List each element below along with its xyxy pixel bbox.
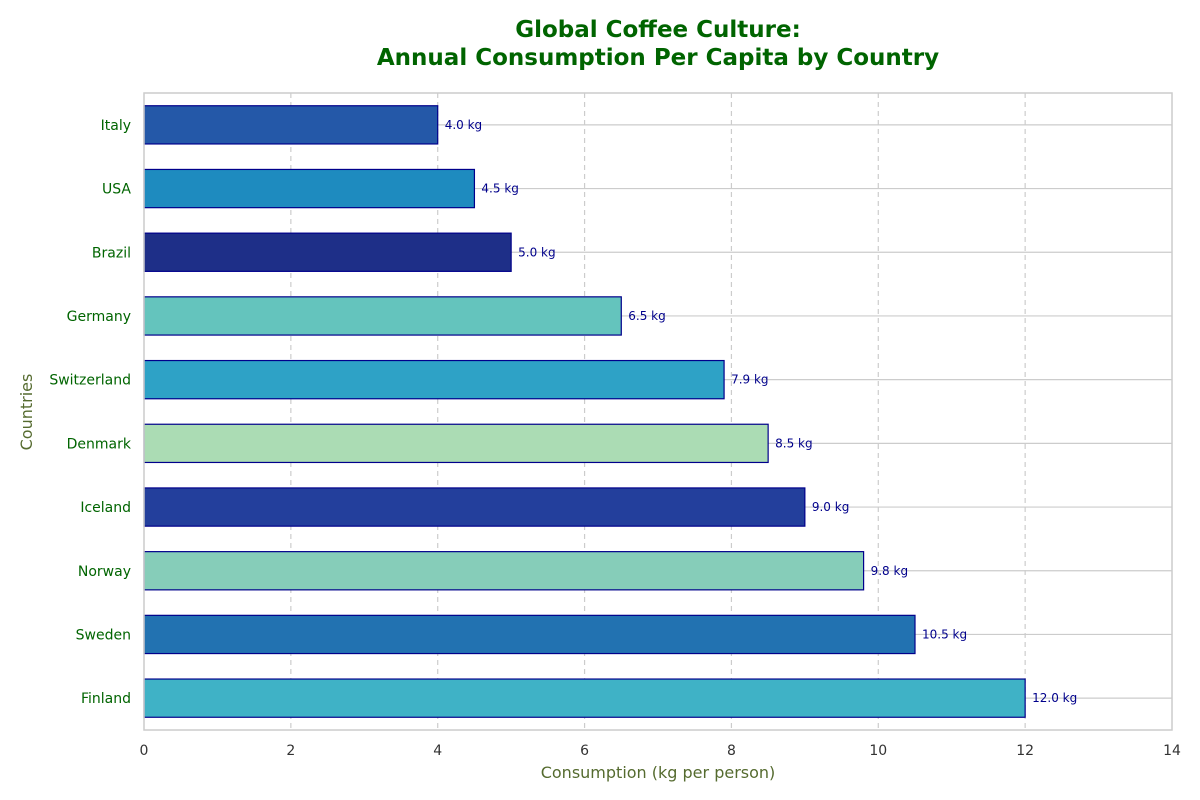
bar-germany bbox=[143, 296, 622, 336]
data-label: 4.5 kg bbox=[481, 182, 518, 196]
bar-brazil bbox=[143, 232, 512, 272]
y-tick-label: Norway bbox=[78, 564, 131, 580]
x-tick-label: 14 bbox=[1163, 743, 1181, 759]
bar-italy bbox=[143, 105, 439, 145]
x-axis-label: Consumption (kg per person) bbox=[541, 763, 776, 782]
data-label: 12.0 kg bbox=[1032, 691, 1077, 705]
bar-norway bbox=[143, 551, 865, 591]
bar-iceland bbox=[143, 487, 806, 527]
y-tick-label: Denmark bbox=[67, 436, 132, 452]
x-tick-label: 8 bbox=[727, 743, 736, 759]
bar-switzerland bbox=[143, 359, 725, 400]
data-label: 5.0 kg bbox=[518, 245, 555, 259]
x-tick-label: 0 bbox=[140, 743, 149, 759]
data-label: 4.0 kg bbox=[445, 118, 482, 132]
y-tick-label: Iceland bbox=[80, 500, 131, 516]
x-tick-label: 12 bbox=[1016, 743, 1034, 759]
x-tick-label: 2 bbox=[286, 743, 295, 759]
x-tick-label: 4 bbox=[433, 743, 442, 759]
data-label: 9.8 kg bbox=[871, 564, 908, 578]
y-tick-label: Sweden bbox=[76, 627, 131, 643]
y-tick-label: USA bbox=[102, 182, 131, 198]
y-tick-label: Switzerland bbox=[49, 373, 131, 389]
bar-finland bbox=[143, 678, 1026, 718]
y-tick-label: Italy bbox=[101, 118, 131, 134]
data-label: 9.0 kg bbox=[812, 500, 849, 514]
data-label: 6.5 kg bbox=[628, 309, 665, 323]
plot-area: 4.0 kg 4.5 kg 5.0 kg 6.5 kg 7.9 kg 8.5 kg 9.0 … bbox=[49, 92, 1181, 759]
data-label: 8.5 kg bbox=[775, 436, 812, 450]
data-label: 10.5 kg bbox=[922, 627, 967, 641]
y-axis-label: Countries bbox=[17, 374, 36, 451]
y-tick-label: Brazil bbox=[92, 245, 131, 261]
x-tick-label: 10 bbox=[869, 743, 887, 759]
data-label: 7.9 kg bbox=[731, 373, 768, 387]
chart-title-line-1: Global Coffee Culture: bbox=[515, 17, 801, 43]
plot-frame bbox=[143, 92, 1173, 731]
bar-denmark bbox=[143, 423, 769, 464]
x-tick-label: 6 bbox=[580, 743, 589, 759]
chart-title-line-2: Annual Consumption Per Capita by Country bbox=[377, 45, 939, 71]
bar-sweden bbox=[143, 614, 916, 655]
bar-usa bbox=[143, 168, 476, 209]
y-tick-label: Germany bbox=[67, 309, 131, 325]
y-tick-label: Finland bbox=[81, 691, 131, 707]
